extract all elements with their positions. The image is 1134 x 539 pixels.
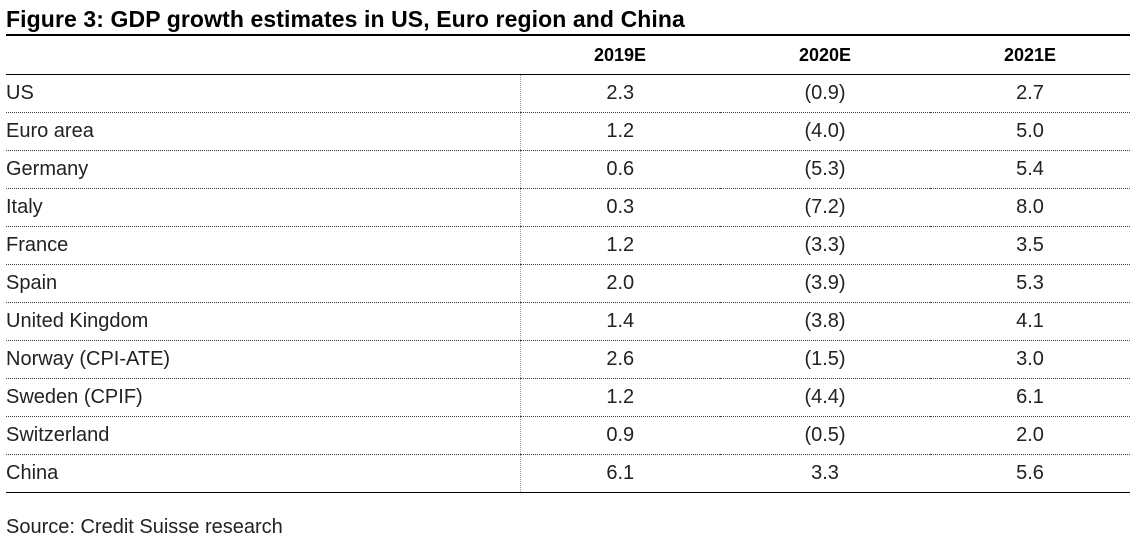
row-label: Sweden (CPIF) (6, 378, 520, 417)
table-row: US 2.3 (0.9) 2.7 (6, 74, 1130, 113)
value-2020e: (0.5) (720, 416, 930, 455)
value-2019e: 0.3 (519, 188, 720, 227)
table-row: Switzerland 0.9 (0.5) 2.0 (6, 416, 1130, 455)
row-label: United Kingdom (6, 302, 520, 341)
value-2021e: 5.6 (930, 454, 1130, 493)
table-row: Norway (CPI-ATE) 2.6 (1.5) 3.0 (6, 340, 1130, 379)
value-2021e: 8.0 (930, 188, 1130, 227)
value-2020e: (4.4) (720, 378, 930, 417)
value-2021e: 4.1 (930, 302, 1130, 341)
row-label: Euro area (6, 112, 520, 151)
value-2019e: 2.3 (519, 74, 720, 113)
value-2020e: (1.5) (720, 340, 930, 379)
value-2019e: 1.2 (519, 378, 720, 417)
value-2019e: 0.6 (519, 150, 720, 189)
column-header-2020e: 2020E (720, 36, 930, 75)
value-2021e: 3.0 (930, 340, 1130, 379)
header-row: 2019E 2020E 2021E (6, 36, 1130, 75)
value-2019e: 1.2 (519, 112, 720, 151)
gdp-growth-table: 2019E 2020E 2021E US 2.3 (0.9) 2.7 Euro … (6, 36, 1130, 493)
row-label: China (6, 454, 520, 493)
table-row: France 1.2 (3.3) 3.5 (6, 226, 1130, 265)
row-label: Italy (6, 188, 520, 227)
value-2021e: 2.7 (930, 74, 1130, 113)
table-row: Germany 0.6 (5.3) 5.4 (6, 150, 1130, 189)
value-2020e: (3.9) (720, 264, 930, 303)
value-2019e: 2.0 (519, 264, 720, 303)
value-2021e: 2.0 (930, 416, 1130, 455)
row-label: Switzerland (6, 416, 520, 455)
header-label-cell (6, 36, 520, 75)
table-row: United Kingdom 1.4 (3.8) 4.1 (6, 302, 1130, 341)
table-row: Italy 0.3 (7.2) 8.0 (6, 188, 1130, 227)
source-note: Source: Credit Suisse research (6, 516, 283, 538)
value-2020e: (3.3) (720, 226, 930, 265)
table-row: Sweden (CPIF) 1.2 (4.4) 6.1 (6, 378, 1130, 417)
table-row: Euro area 1.2 (4.0) 5.0 (6, 112, 1130, 151)
column-header-2019e: 2019E (520, 36, 720, 75)
row-label: Germany (6, 150, 520, 189)
row-label: US (6, 74, 520, 113)
value-2020e: (4.0) (720, 112, 930, 151)
value-2020e: (3.8) (720, 302, 930, 341)
table-row: China 6.1 3.3 5.6 (6, 454, 1130, 493)
value-2020e: (5.3) (720, 150, 930, 189)
figure-title: Figure 3: GDP growth estimates in US, Eu… (6, 4, 1130, 36)
value-2019e: 0.9 (519, 416, 720, 455)
value-2020e: 3.3 (720, 454, 930, 493)
value-2020e: (0.9) (720, 74, 930, 113)
value-2020e: (7.2) (720, 188, 930, 227)
table-row: Spain 2.0 (3.9) 5.3 (6, 264, 1130, 303)
row-label: Spain (6, 264, 520, 303)
value-2021e: 3.5 (930, 226, 1130, 265)
column-header-2021e: 2021E (930, 36, 1130, 75)
figure: Figure 3: GDP growth estimates in US, Eu… (6, 4, 1130, 493)
value-2019e: 1.4 (519, 302, 720, 341)
value-2019e: 1.2 (519, 226, 720, 265)
row-label: France (6, 226, 520, 265)
row-label: Norway (CPI-ATE) (6, 340, 520, 379)
value-2019e: 2.6 (519, 340, 720, 379)
value-2021e: 6.1 (930, 378, 1130, 417)
value-2021e: 5.3 (930, 264, 1130, 303)
value-2021e: 5.0 (930, 112, 1130, 151)
value-2019e: 6.1 (519, 454, 720, 493)
value-2021e: 5.4 (930, 150, 1130, 189)
